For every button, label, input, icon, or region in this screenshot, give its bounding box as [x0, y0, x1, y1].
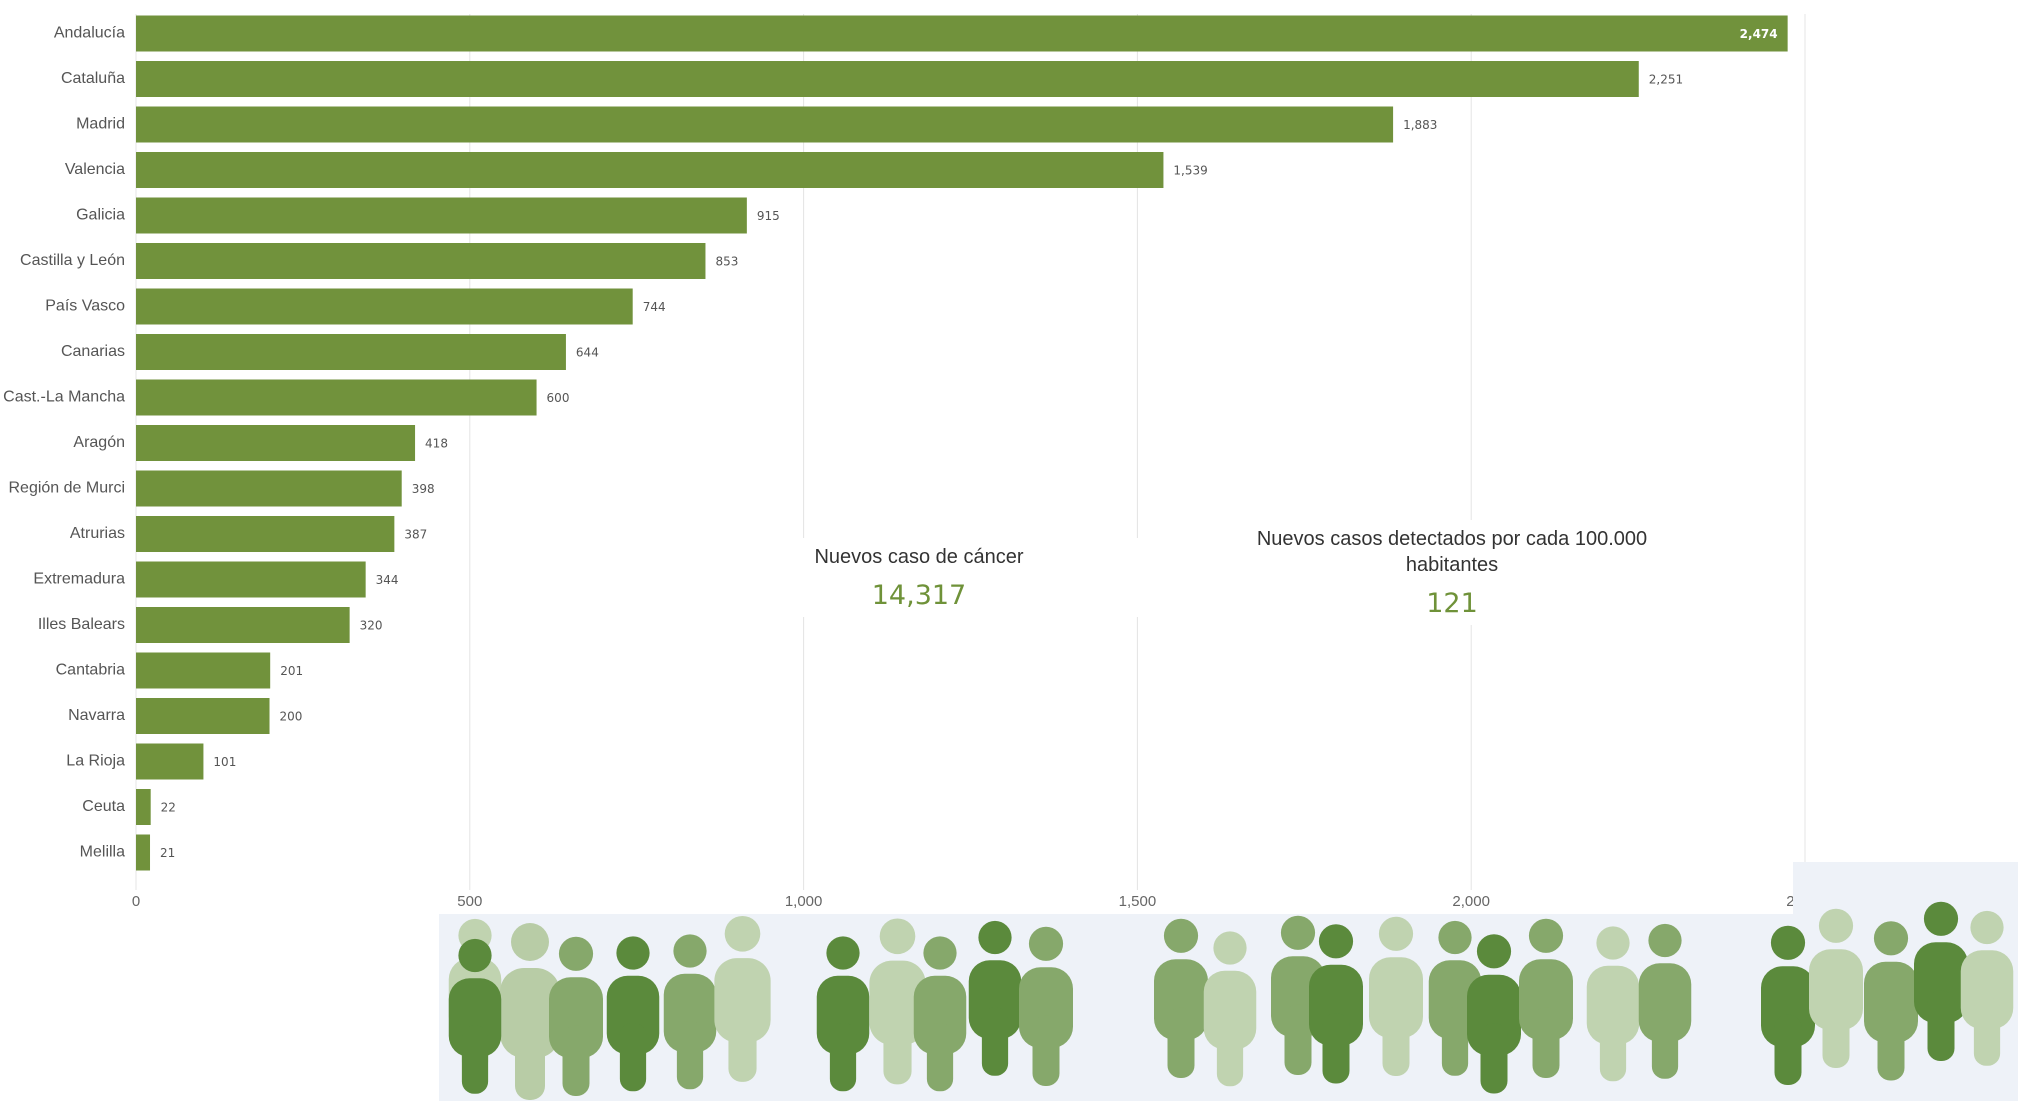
value-label: 21	[160, 846, 175, 860]
bar	[136, 743, 204, 780]
y-tick-label: Ceuta	[82, 798, 125, 815]
value-label: 200	[280, 710, 303, 724]
x-tick-label: 1,500	[1119, 893, 1157, 910]
bar	[136, 607, 350, 643]
kpi-title: Nuevos casos detectados por cada 100.000…	[1256, 528, 1648, 576]
kpi-card: Nuevos caso de cáncer 14,317	[699, 538, 1139, 617]
y-tick-label: Valencia	[65, 161, 125, 178]
y-tick-label: Illes Balears	[38, 616, 125, 633]
y-tick-label: Navarra	[68, 707, 125, 724]
people-illustration	[439, 862, 2018, 1101]
bar	[136, 789, 151, 825]
y-tick-label: Atrurias	[70, 525, 125, 542]
bar	[136, 561, 366, 598]
value-label: 344	[376, 573, 399, 587]
y-tick-label: Cataluña	[61, 70, 125, 87]
y-tick-label: Cast.-La Mancha	[3, 389, 125, 406]
bar	[136, 425, 416, 461]
y-tick-label: La Rioja	[66, 753, 125, 770]
bar	[136, 470, 402, 507]
y-tick-label: Galicia	[76, 207, 125, 224]
kpi-title: Nuevos caso de cáncer	[814, 546, 1024, 568]
x-tick-label: 2,000	[1452, 893, 1490, 910]
y-tick-label: Madrid	[76, 116, 125, 133]
value-label: 101	[213, 755, 236, 769]
value-label: 398	[412, 482, 435, 496]
value-label: 2,251	[1649, 73, 1683, 87]
value-label: 915	[757, 209, 780, 223]
y-tick-label: Canarias	[61, 343, 125, 360]
kpi-value: 14,317	[871, 580, 967, 611]
value-label: 744	[643, 300, 666, 314]
kpi-card: Nuevos casos detectados por cada 100.000…	[1232, 520, 1672, 625]
value-label: 201	[280, 664, 303, 678]
value-label: 387	[404, 528, 427, 542]
y-tick-label: Región de Murci	[9, 480, 126, 497]
value-label: 1,883	[1403, 118, 1437, 132]
x-tick-label: 0	[132, 893, 140, 910]
y-tick-label: Extremadura	[33, 571, 125, 588]
value-label: 644	[576, 346, 599, 360]
value-label: 22	[161, 801, 176, 815]
y-tick-label: País Vasco	[45, 298, 125, 315]
y-tick-label: Melilla	[80, 844, 125, 861]
bar	[136, 61, 1639, 97]
bar	[136, 197, 747, 234]
y-tick-label: Aragón	[73, 434, 125, 451]
value-label: 853	[715, 255, 738, 269]
value-label: 418	[425, 437, 448, 451]
value-label: 2,474	[1740, 27, 1778, 41]
kpi-value: 121	[1426, 588, 1478, 619]
bar	[136, 698, 270, 734]
bar	[136, 334, 566, 370]
value-label: 1,539	[1173, 164, 1207, 178]
bar	[136, 834, 151, 871]
bar	[136, 652, 271, 689]
bar	[136, 243, 706, 279]
bar	[136, 15, 1788, 52]
bar	[136, 288, 633, 325]
bars: Andalucía 2,474 Cataluña 2,251 Madrid 1,883 Va…	[3, 15, 1788, 871]
bar	[136, 516, 395, 552]
bar	[136, 152, 1164, 188]
x-tick-label: 1,000	[785, 893, 823, 910]
y-tick-label: Andalucía	[54, 25, 125, 42]
bar	[136, 379, 537, 416]
bar	[136, 106, 1394, 143]
y-tick-label: Castilla y León	[20, 252, 125, 269]
y-tick-label: Cantabria	[56, 662, 125, 679]
value-label: 600	[547, 391, 570, 405]
x-tick-label: 500	[457, 893, 482, 910]
value-label: 320	[360, 619, 383, 633]
